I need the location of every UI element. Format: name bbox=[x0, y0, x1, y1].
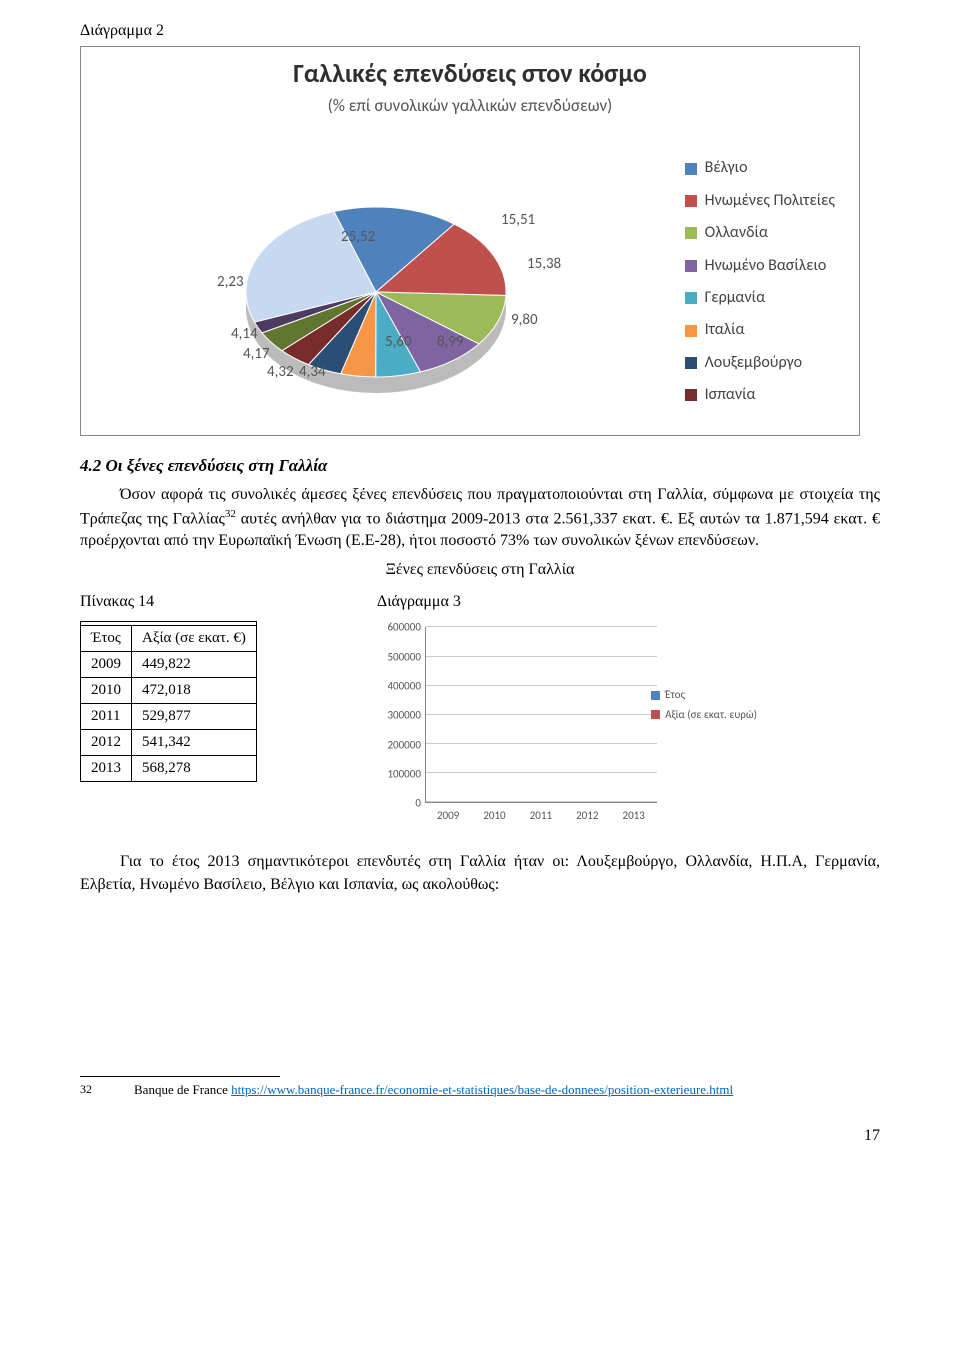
legend-label: Ιταλία bbox=[705, 319, 745, 341]
pie-value-label: 15,38 bbox=[527, 254, 561, 275]
legend-swatch bbox=[685, 357, 697, 369]
legend-swatch bbox=[651, 710, 660, 719]
y-tick-label: 400000 bbox=[377, 678, 421, 693]
pie-chart-container: Γαλλικές επενδύσεις στον κόσμο (% επί συ… bbox=[80, 46, 860, 436]
legend-swatch bbox=[685, 325, 697, 337]
cell-value: 529,877 bbox=[132, 704, 257, 730]
legend-swatch bbox=[685, 163, 697, 175]
x-tick-label: 2013 bbox=[623, 808, 645, 823]
legend-label: Ηνωμένο Βασίλειο bbox=[705, 255, 827, 277]
y-tick-label: 200000 bbox=[377, 737, 421, 752]
legend-item: Ιταλία bbox=[685, 319, 835, 341]
table-col-value: Αξία (σε εκατ. €) bbox=[132, 626, 257, 652]
footnote-link[interactable]: https://www.banque-france.fr/economie-et… bbox=[231, 1082, 733, 1097]
cell-year: 2013 bbox=[81, 756, 132, 782]
footnote-prefix: Banque de France bbox=[134, 1082, 231, 1097]
legend-label: Γερμανία bbox=[705, 287, 766, 309]
cell-value: 472,018 bbox=[132, 678, 257, 704]
table-row: 2009449,822 bbox=[81, 652, 257, 678]
pie-value-label: 4,34 bbox=[299, 362, 326, 383]
cell-year: 2011 bbox=[81, 704, 132, 730]
cell-value: 568,278 bbox=[132, 756, 257, 782]
legend-label: Ισπανία bbox=[705, 384, 756, 406]
x-tick-label: 2010 bbox=[483, 808, 505, 823]
bar-chart-legend: Έτος Αξία (σε εκατ. ευρώ) bbox=[651, 687, 757, 726]
pie-value-label: 5,60 bbox=[385, 332, 412, 353]
table-row: 2012541,342 bbox=[81, 730, 257, 756]
bar-chart-container: 0 100000 200000 300000 400000 500000 600000 20… bbox=[377, 617, 757, 827]
cell-value: 541,342 bbox=[132, 730, 257, 756]
legend-label: Αξία (σε εκατ. ευρώ) bbox=[665, 707, 757, 722]
footnote-separator bbox=[80, 1076, 280, 1077]
pie-value-label: 4,32 bbox=[267, 362, 294, 383]
pie-value-label: 2,23 bbox=[217, 272, 244, 293]
y-tick-label: 600000 bbox=[377, 620, 421, 635]
cell-year: 2012 bbox=[81, 730, 132, 756]
legend-item: Ισπανία bbox=[685, 384, 835, 406]
footnote-ref-32: 32 bbox=[225, 508, 236, 520]
pie-value-label: 25,52 bbox=[341, 227, 375, 248]
pie-chart-subtitle: (% επί συνολικών γαλλικών επενδύσεων) bbox=[81, 92, 859, 118]
x-tick-label: 2009 bbox=[437, 808, 459, 823]
legend-swatch bbox=[685, 292, 697, 304]
legend-label: Λουξεμβούργο bbox=[705, 352, 802, 374]
pie-chart-plot bbox=[211, 142, 541, 407]
x-tick-label: 2012 bbox=[576, 808, 598, 823]
legend-swatch bbox=[685, 260, 697, 272]
legend-item: Βέλγιο bbox=[685, 157, 835, 179]
table-header-row: Έτος Αξία (σε εκατ. €) bbox=[81, 626, 257, 652]
bar-groups bbox=[426, 627, 657, 802]
pie-value-label: 9,80 bbox=[511, 310, 538, 331]
legend-label: Ηνωμένες Πολιτείες bbox=[705, 190, 835, 212]
legend-swatch bbox=[651, 691, 660, 700]
footnote-num: 32 bbox=[80, 1081, 134, 1099]
pie-value-label: 4,14 bbox=[231, 324, 258, 345]
diagram3-label: Διάγραμμα 3 bbox=[377, 591, 757, 613]
y-tick-label: 300000 bbox=[377, 708, 421, 723]
table-col-year: Έτος bbox=[81, 626, 132, 652]
legend-swatch bbox=[685, 195, 697, 207]
pie-value-label: 8,99 bbox=[437, 332, 464, 353]
pie-value-label: 4,17 bbox=[243, 344, 270, 365]
y-tick-label: 100000 bbox=[377, 766, 421, 781]
legend-item: Λουξεμβούργο bbox=[685, 352, 835, 374]
y-tick-label: 500000 bbox=[377, 649, 421, 664]
y-tick-label: 0 bbox=[377, 796, 421, 811]
legend-swatch bbox=[685, 389, 697, 401]
paragraph-1: Όσον αφορά τις συνολικές άμεσες ξένες επ… bbox=[80, 484, 880, 553]
table-14: Έτος Αξία (σε εκατ. €) 2009449,822201047… bbox=[80, 621, 257, 782]
legend-item: Έτος bbox=[651, 687, 757, 702]
pie-chart-title: Γαλλικές επενδύσεις στον κόσμο bbox=[81, 47, 859, 91]
bar-chart-xaxis: 2009 2010 2011 2012 2013 bbox=[425, 808, 657, 823]
pie-value-label: 15,51 bbox=[501, 210, 535, 231]
table-row: 2011529,877 bbox=[81, 704, 257, 730]
table-row: 2013568,278 bbox=[81, 756, 257, 782]
page-number: 17 bbox=[80, 1125, 880, 1147]
legend-item: Ηνωμένο Βασίλειο bbox=[685, 255, 835, 277]
center-subtitle: Ξένες επενδύσεις στη Γαλλία bbox=[80, 559, 880, 581]
legend-item: Γερμανία bbox=[685, 287, 835, 309]
legend-swatch bbox=[685, 227, 697, 239]
cell-value: 449,822 bbox=[132, 652, 257, 678]
bar-chart-plot bbox=[425, 627, 657, 803]
pie-chart-legend: Βέλγιο Ηνωμένες Πολιτείες Ολλανδία Ηνωμένο … bbox=[685, 157, 835, 416]
table-row: 2010472,018 bbox=[81, 678, 257, 704]
diagram2-label: Διάγραμμα 2 bbox=[80, 20, 880, 42]
table14-label: Πίνακας 14 bbox=[80, 591, 257, 613]
legend-label: Βέλγιο bbox=[705, 157, 748, 179]
footnote-32: 32 Banque de France https://www.banque-f… bbox=[80, 1081, 880, 1099]
legend-label: Έτος bbox=[665, 687, 685, 702]
cell-year: 2010 bbox=[81, 678, 132, 704]
paragraph-2: Για το έτος 2013 σημαντικότεροι επενδυτέ… bbox=[80, 851, 880, 896]
section-heading: 4.2 Οι ξένες επενδύσεις στη Γαλλία bbox=[80, 454, 880, 478]
legend-item: Αξία (σε εκατ. ευρώ) bbox=[651, 707, 757, 722]
x-tick-label: 2011 bbox=[530, 808, 552, 823]
legend-label: Ολλανδία bbox=[705, 222, 768, 244]
legend-item: Ολλανδία bbox=[685, 222, 835, 244]
legend-item: Ηνωμένες Πολιτείες bbox=[685, 190, 835, 212]
cell-year: 2009 bbox=[81, 652, 132, 678]
